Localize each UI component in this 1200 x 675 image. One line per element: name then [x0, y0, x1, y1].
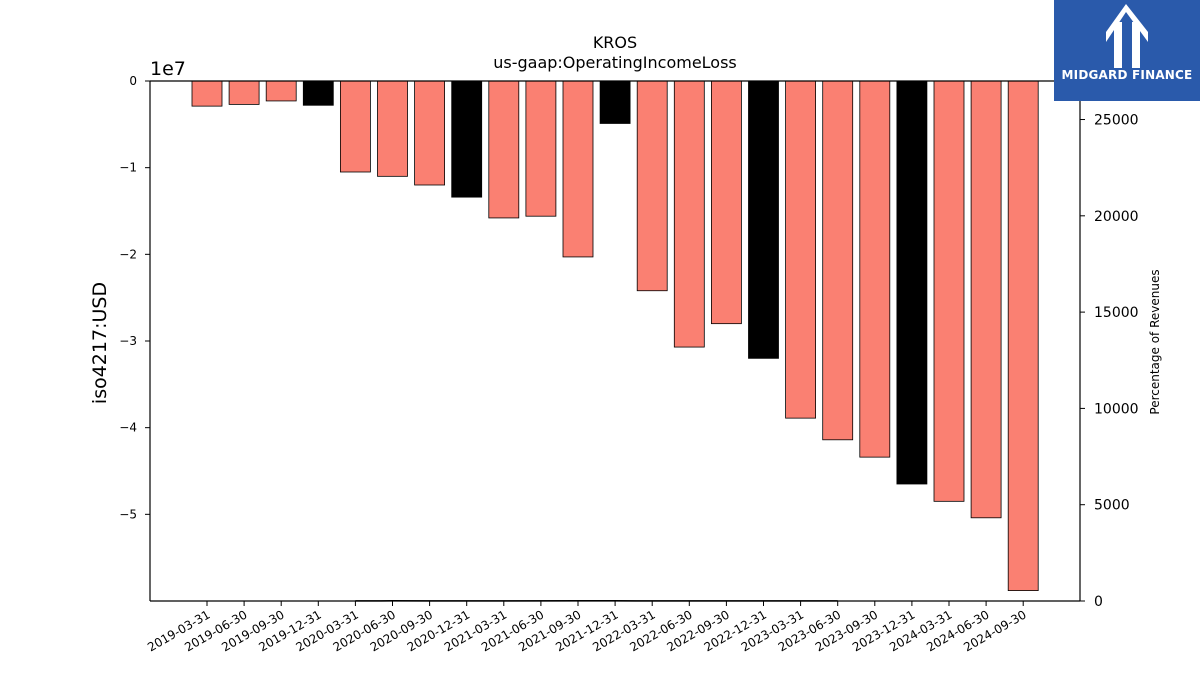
bar-2024-03-31	[933, 80, 965, 502]
y2-tick-label: 15000	[1094, 305, 1139, 321]
y-axis-label: iso4217:USD	[89, 282, 111, 404]
y2-tick-label: 20000	[1094, 209, 1139, 225]
bar-2020-03-31	[339, 80, 371, 173]
y2-tick-label: 5000	[1094, 498, 1130, 514]
midgard-m-icon	[1106, 4, 1148, 68]
bar-2024-09-30	[1007, 80, 1039, 592]
bar-2023-03-31	[785, 80, 816, 419]
chart-subtitle: us-gaap:OperatingIncomeLoss	[493, 53, 737, 72]
bar-2022-09-30	[711, 80, 742, 325]
bar-2022-12-31	[748, 80, 779, 359]
bar-2021-06-30	[525, 80, 557, 217]
y-tick-label: −1	[119, 161, 137, 175]
bar-2022-06-30	[673, 80, 705, 348]
brand-name: MIDGARD FINANCE	[1061, 68, 1193, 82]
bar-2024-06-30	[970, 80, 1002, 519]
axes-layer: 0−1−2−3−4−505000100001500020000250002019…	[119, 74, 1138, 654]
bar-2021-12-31	[599, 80, 631, 124]
bar-2019-03-31	[191, 80, 223, 107]
y-tick-label: −4	[119, 421, 137, 435]
y2-tick-label: 0	[1094, 594, 1103, 610]
bar-2023-09-30	[859, 80, 891, 458]
bar-2022-03-31	[636, 80, 668, 292]
bar-2020-06-30	[377, 80, 408, 177]
bar-2021-03-31	[488, 80, 520, 219]
y-tick-label: −3	[119, 334, 137, 348]
bar-2021-09-30	[562, 80, 594, 258]
y-tick-label: −2	[119, 247, 137, 261]
y-tick-label: −5	[119, 507, 137, 521]
bar-2020-09-30	[414, 80, 446, 186]
bar-2019-09-30	[265, 80, 297, 102]
y-offset-text: 1e7	[150, 58, 186, 80]
bar-2023-12-31	[896, 80, 928, 485]
y2-tick-label: 25000	[1094, 113, 1139, 129]
bar-2019-06-30	[228, 80, 260, 105]
bar-2020-12-31	[451, 80, 483, 198]
bar-2019-12-31	[302, 80, 334, 106]
bars-layer	[191, 80, 1039, 592]
y2-tick-label: 10000	[1094, 401, 1139, 417]
brand-logo: MIDGARD FINANCE	[1054, 0, 1200, 101]
y-tick-label: 0	[129, 74, 137, 88]
chart-title: KROS	[593, 33, 637, 52]
y2-axis-label: Percentage of Revenues	[1148, 269, 1162, 414]
bar-2023-06-30	[822, 80, 854, 441]
